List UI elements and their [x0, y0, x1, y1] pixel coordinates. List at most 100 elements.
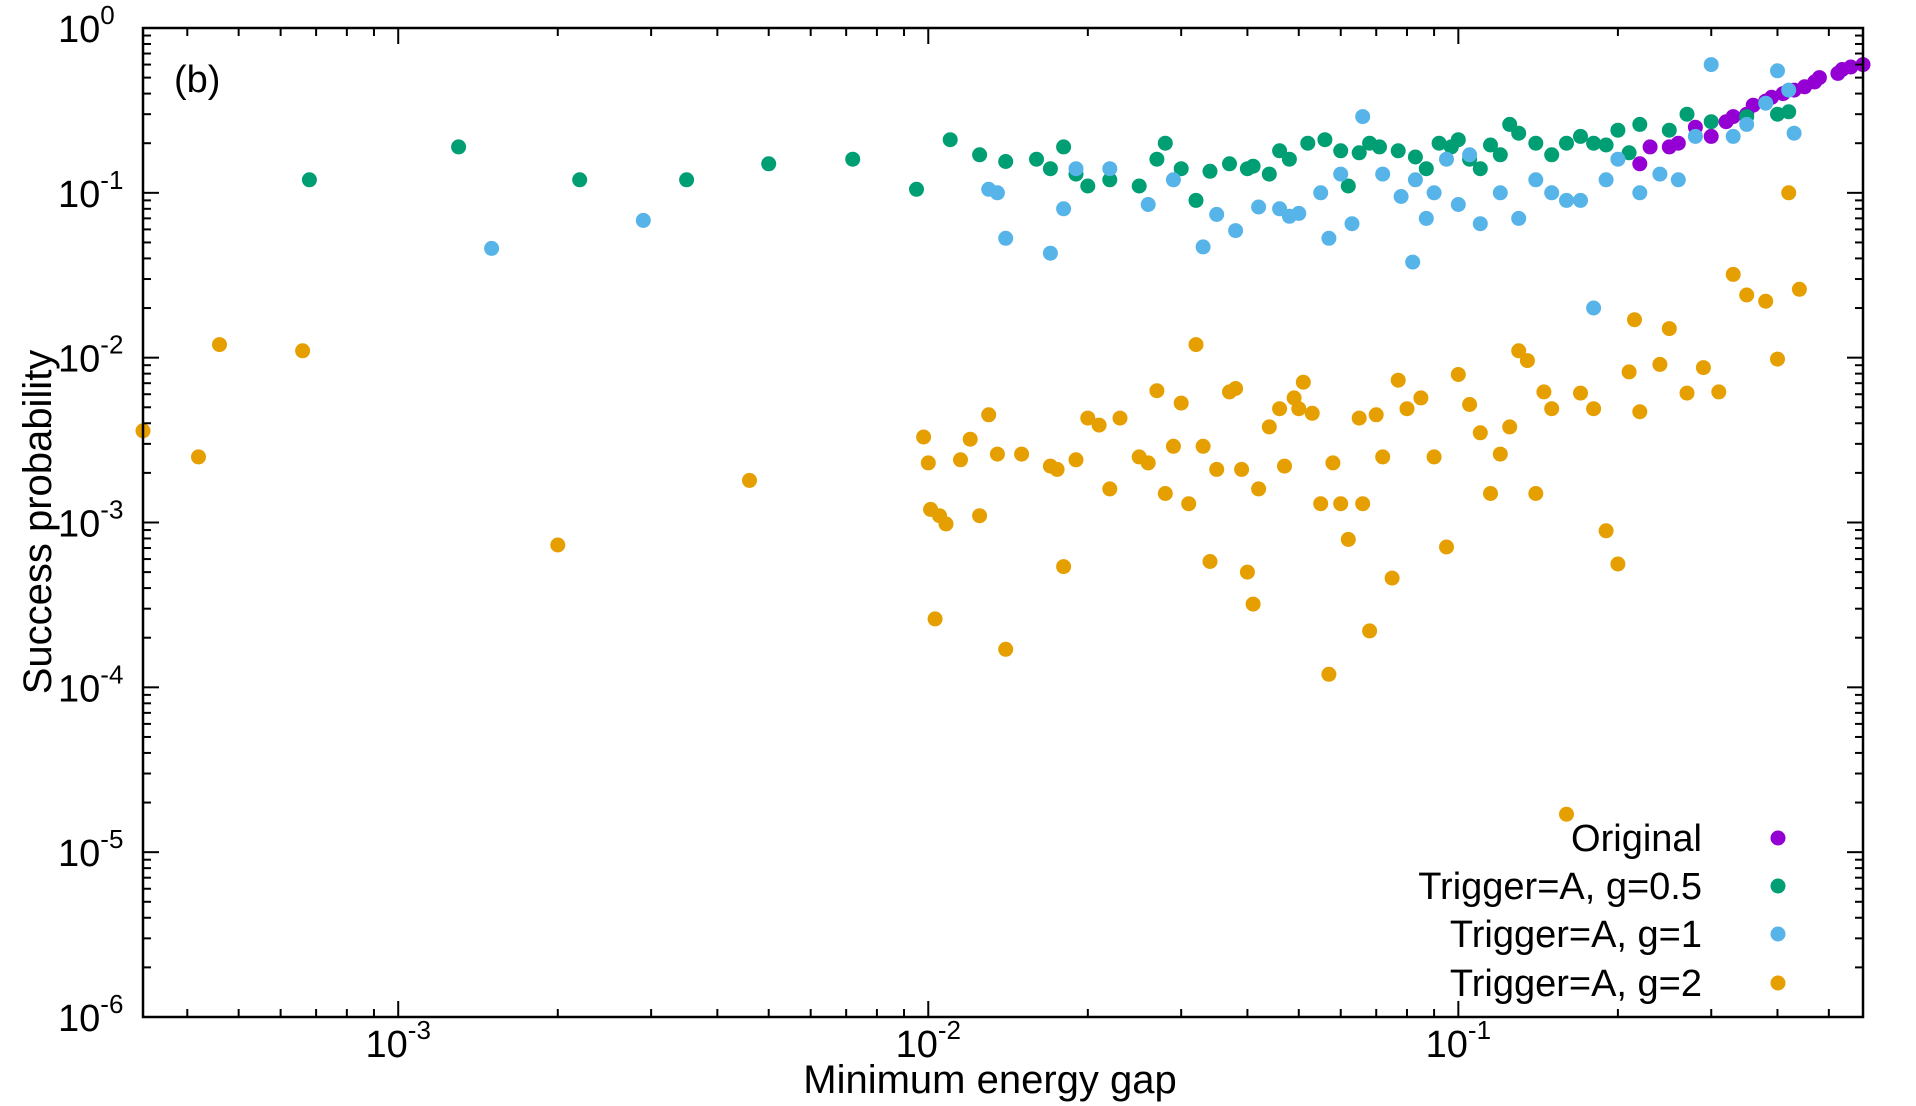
data-point [1483, 137, 1498, 153]
data-point [1407, 172, 1423, 188]
data-point [1586, 135, 1602, 151]
data-point [1439, 539, 1454, 555]
legend-entry: Trigger=A, g=1 [1450, 914, 1786, 956]
data-point [1439, 151, 1454, 167]
x-tick-label: 10-1 [1426, 1015, 1491, 1066]
data-point [1014, 446, 1030, 462]
data-point [938, 516, 954, 532]
data-point [1281, 151, 1297, 167]
data-point [1462, 397, 1478, 412]
data-point [1188, 192, 1204, 208]
data-point [1758, 95, 1774, 111]
data-point [1492, 185, 1508, 201]
data-point [1492, 446, 1508, 462]
data-point [1483, 486, 1498, 501]
data-point [1598, 172, 1614, 188]
legend-marker [1770, 878, 1786, 894]
data-point [1559, 192, 1574, 208]
panel-label: (b) [174, 59, 220, 101]
data-point [1351, 145, 1367, 161]
data-point [1632, 404, 1648, 420]
data-point [942, 132, 958, 148]
data-point [1042, 245, 1058, 261]
data-point [1344, 216, 1360, 232]
y-tick-label: 10-1 [58, 165, 123, 216]
data-point [1418, 210, 1434, 226]
y-tick-label: 10-4 [58, 659, 123, 710]
legend-marker [1770, 975, 1786, 991]
data-point [572, 172, 588, 188]
data-point [1245, 158, 1261, 174]
data-point [1234, 461, 1250, 477]
data-point [1202, 554, 1218, 569]
data-point [981, 407, 997, 423]
data-point [1195, 239, 1211, 255]
data-point [1102, 161, 1118, 177]
data-point [1384, 570, 1400, 586]
data-point [920, 455, 936, 471]
data-point [1325, 455, 1341, 471]
data-point [1091, 417, 1107, 433]
legend-label: Trigger=A, g=0.5 [1418, 866, 1702, 908]
data-point [1758, 293, 1774, 309]
x-tick-label: 10-3 [366, 1015, 431, 1066]
legend-marker [1770, 830, 1786, 846]
legend-label: Original [1571, 818, 1702, 860]
data-point [1528, 486, 1544, 501]
legend-entry: Trigger=A, g=2 [1450, 963, 1786, 1005]
data-point [1228, 223, 1244, 239]
y-tick-label: 10-5 [58, 824, 123, 875]
data-point [295, 343, 311, 359]
data-point [1340, 178, 1356, 194]
data-point [1627, 312, 1642, 328]
data-point [1407, 149, 1423, 165]
data-point [1202, 163, 1218, 179]
data-point [1586, 300, 1602, 316]
y-tick-label: 100 [58, 0, 115, 51]
data-point [1418, 161, 1434, 177]
data-point [1661, 122, 1677, 138]
data-point [1112, 410, 1128, 426]
data-point [1195, 438, 1211, 454]
data-point [1679, 106, 1695, 122]
data-point [1770, 63, 1785, 79]
data-point [1140, 197, 1156, 212]
data-point [845, 151, 861, 167]
data-point [1472, 425, 1488, 441]
data-point [1080, 410, 1096, 426]
data-point [1770, 106, 1785, 122]
data-point [550, 537, 566, 553]
data-point [1426, 185, 1442, 201]
data-point [1313, 496, 1329, 512]
data-point [1703, 57, 1719, 73]
data-point [1679, 385, 1695, 401]
data-point [1725, 266, 1741, 282]
data-point [1670, 172, 1686, 188]
legend-marker [1770, 926, 1786, 942]
data-point [1632, 156, 1648, 172]
data-point [1472, 161, 1488, 177]
data-point [1068, 452, 1084, 468]
data-point [1610, 556, 1626, 572]
data-point [1431, 135, 1447, 151]
data-point [1413, 390, 1429, 406]
series-2 [484, 57, 1802, 316]
data-point [1610, 122, 1626, 138]
data-point [1321, 230, 1337, 246]
data-point [1739, 116, 1755, 132]
data-point [1300, 135, 1316, 151]
y-tick-label: 10-2 [58, 330, 123, 381]
data-point [1528, 135, 1544, 151]
data-point [1450, 367, 1466, 382]
data-point [1462, 147, 1478, 163]
data-point [1251, 481, 1267, 497]
data-point [1536, 384, 1552, 400]
data-point [1102, 172, 1118, 188]
data-point [1149, 151, 1165, 167]
data-point [1390, 143, 1406, 159]
data-point [1261, 166, 1277, 182]
data-point [1610, 151, 1626, 167]
data-point [212, 337, 227, 353]
data-point [1368, 407, 1384, 423]
